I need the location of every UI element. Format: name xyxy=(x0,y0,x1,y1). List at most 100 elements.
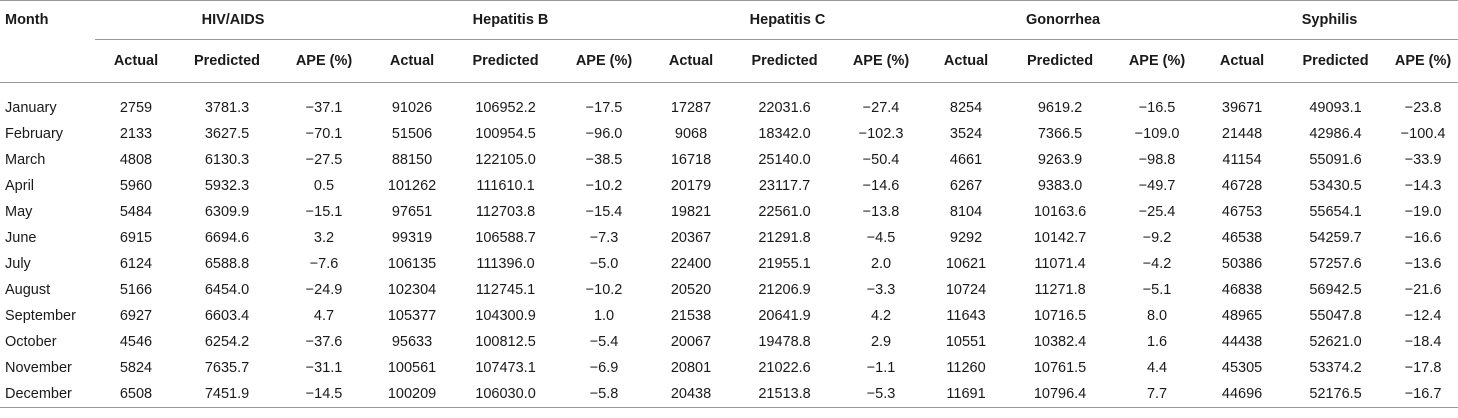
table-row: April 5960 5932.3 0.5 101262 111610.1 −10.2 201… xyxy=(0,173,1458,199)
hepatitis-c-ape-cell: −14.6 xyxy=(862,178,900,194)
hepatitis-b-predicted-cell: 112703.8 xyxy=(475,204,536,220)
syphilis-ape-cell: −12.4 xyxy=(1404,308,1442,324)
gonorrhea-actual-cell: 8104 xyxy=(949,204,983,220)
hepatitis-b-ape-cell: −6.9 xyxy=(589,360,619,376)
hepatitis-c-actual-cell: 17287 xyxy=(670,100,712,116)
gonorrhea-actual-cell: 6267 xyxy=(949,178,983,194)
gonorrhea-ape-cell: 4.4 xyxy=(1146,360,1168,376)
hiv-aids-ape-cell: 3.2 xyxy=(313,230,335,246)
syphilis-predicted-cell: 57257.6 xyxy=(1309,256,1362,272)
month-cell: December xyxy=(0,381,95,408)
hepatitis-c-predicted-cell: 22561.0 xyxy=(758,204,811,220)
gonorrhea-ape-cell: −9.2 xyxy=(1142,230,1172,246)
hiv-aids-actual-cell: 5166 xyxy=(119,282,153,298)
hepatitis-c-actual-cell: 21538 xyxy=(670,308,712,324)
gonorrhea-predicted-cell: 10142.7 xyxy=(1033,230,1087,246)
hepatitis-b-predicted-cell: 106588.7 xyxy=(475,230,536,246)
syphilis-actual-cell: 39671 xyxy=(1221,100,1263,116)
syphilis-ape-cell: −16.6 xyxy=(1404,230,1442,246)
hepatitis-b-ape-cell: −7.3 xyxy=(589,230,619,246)
hepatitis-b-ape-cell: −5.4 xyxy=(589,334,619,350)
hepatitis-b-actual-cell: 97651 xyxy=(391,204,433,220)
gonorrhea-predicted-cell: 9383.0 xyxy=(1037,178,1083,194)
subheader-ape: APE (%) xyxy=(837,39,926,83)
hepatitis-b-predicted-cell: 100954.5 xyxy=(475,126,536,142)
syphilis-actual-cell: 46838 xyxy=(1221,282,1263,298)
syphilis-predicted-cell: 55091.6 xyxy=(1309,152,1362,168)
hiv-aids-predicted-cell: 6694.6 xyxy=(204,230,250,246)
syphilis-actual-cell: 45305 xyxy=(1221,360,1263,376)
table-row: December 6508 7451.9 −14.5 100209 106030.0 −5.… xyxy=(0,381,1458,408)
syphilis-predicted-cell: 54259.7 xyxy=(1309,230,1362,246)
hiv-aids-predicted-cell: 3781.3 xyxy=(204,100,250,116)
gonorrhea-actual-cell: 10551 xyxy=(945,334,987,350)
syphilis-predicted-cell: 52176.5 xyxy=(1283,381,1389,408)
subheader-predicted: Predicted xyxy=(453,39,559,83)
gonorrhea-predicted-cell: 7366.5 xyxy=(1037,126,1083,142)
gonorrhea-ape-cell: 8.0 xyxy=(1146,308,1168,324)
syphilis-predicted-cell: 55654.1 xyxy=(1309,204,1362,220)
syphilis-ape-cell: −13.6 xyxy=(1404,256,1442,272)
hepatitis-c-ape-cell: −1.1 xyxy=(866,360,896,376)
hepatitis-b-actual-cell: 101262 xyxy=(387,178,437,194)
hepatitis-c-ape-cell: −27.4 xyxy=(862,100,900,116)
gonorrhea-predicted-cell: 10796.4 xyxy=(1007,381,1114,408)
syphilis-ape-cell: −33.9 xyxy=(1404,152,1442,168)
gonorrhea-ape-cell: 7.7 xyxy=(1113,381,1202,408)
hiv-aids-ape-cell: −70.1 xyxy=(305,126,343,142)
subheader-ape: APE (%) xyxy=(1113,39,1202,83)
gonorrhea-predicted-cell: 9263.9 xyxy=(1037,152,1083,168)
table-row: January 2759 3781.3 −37.1 91026 106952.2 −17.5… xyxy=(0,83,1458,122)
hepatitis-b-actual-cell: 100209 xyxy=(371,381,454,408)
syphilis-actual-cell: 46538 xyxy=(1221,230,1263,246)
hepatitis-c-actual-cell: 20367 xyxy=(670,230,712,246)
gonorrhea-actual-cell: 10621 xyxy=(945,256,987,272)
subheader-actual: Actual xyxy=(925,39,1008,83)
subheader-predicted: Predicted xyxy=(732,39,838,83)
table-row: August 5166 6454.0 −24.9 102304 112745.1 −10.2… xyxy=(0,277,1458,303)
hiv-aids-predicted-cell: 6603.4 xyxy=(204,308,250,324)
table-row: June 6915 6694.6 3.2 99319 106588.7 −7.3 20367 2… xyxy=(0,225,1458,251)
hiv-aids-actual-cell: 2133 xyxy=(119,126,153,142)
hepatitis-c-actual-cell: 20179 xyxy=(670,178,712,194)
hiv-aids-ape-cell: −37.6 xyxy=(305,334,343,350)
subheader-predicted: Predicted xyxy=(1007,39,1114,83)
hiv-aids-ape-cell: −7.6 xyxy=(309,256,339,272)
subheader-actual: Actual xyxy=(1201,39,1284,83)
syphilis-predicted-cell: 49093.1 xyxy=(1309,100,1362,116)
hepatitis-c-predicted-cell: 21513.8 xyxy=(732,381,838,408)
hepatitis-b-ape-cell: −5.8 xyxy=(558,381,651,408)
syphilis-ape-cell: −16.7 xyxy=(1388,381,1458,408)
hepatitis-b-actual-cell: 99319 xyxy=(391,230,433,246)
hepatitis-c-actual-cell: 16718 xyxy=(670,152,712,168)
hiv-aids-predicted-cell: 6309.9 xyxy=(204,204,250,220)
hepatitis-b-ape-cell: −96.0 xyxy=(585,126,623,142)
gonorrhea-ape-cell: −4.2 xyxy=(1142,256,1172,272)
table-row: February 2133 3627.5 −70.1 51506 100954.5 −96.… xyxy=(0,121,1458,147)
gonorrhea-actual-cell: 4661 xyxy=(949,152,983,168)
hepatitis-c-predicted-cell: 21206.9 xyxy=(758,282,811,298)
hiv-aids-predicted-cell: 6130.3 xyxy=(204,152,250,168)
syphilis-ape-cell: −18.4 xyxy=(1404,334,1442,350)
group-header-syphilis: Syphilis xyxy=(1201,0,1458,40)
table-row: March 4808 6130.3 −27.5 88150 122105.0 −38.5 16… xyxy=(0,147,1458,173)
table-row: October 4546 6254.2 −37.6 95633 100812.5 −5.4 2… xyxy=(0,329,1458,355)
syphilis-predicted-cell: 56942.5 xyxy=(1309,282,1362,298)
gonorrhea-predicted-cell: 10761.5 xyxy=(1033,360,1087,376)
month-subheader-spacer xyxy=(0,39,95,83)
hepatitis-c-actual-cell: 20801 xyxy=(670,360,712,376)
table-body: January 2759 3781.3 −37.1 91026 106952.2 −17.5… xyxy=(0,83,1458,408)
subheader-predicted: Predicted xyxy=(177,39,277,83)
hepatitis-b-ape-cell: −38.5 xyxy=(585,152,623,168)
hiv-aids-ape-cell: 0.5 xyxy=(313,178,335,194)
hepatitis-b-predicted-cell: 111610.1 xyxy=(476,178,535,194)
gonorrhea-ape-cell: −25.4 xyxy=(1138,204,1176,220)
hiv-aids-predicted-cell: 6254.2 xyxy=(204,334,250,350)
table-row: July 6124 6588.8 −7.6 106135 111396.0 −5.0 2240… xyxy=(0,251,1458,277)
hepatitis-c-ape-cell: 4.2 xyxy=(870,308,892,324)
hepatitis-c-ape-cell: −3.3 xyxy=(866,282,896,298)
syphilis-actual-cell: 46753 xyxy=(1221,204,1263,220)
group-header-row: Month HIV/AIDS Hepatitis B Hepatitis C G… xyxy=(0,0,1458,40)
syphilis-ape-cell: −100.4 xyxy=(1400,126,1446,142)
hiv-aids-actual-cell: 4808 xyxy=(119,152,153,168)
